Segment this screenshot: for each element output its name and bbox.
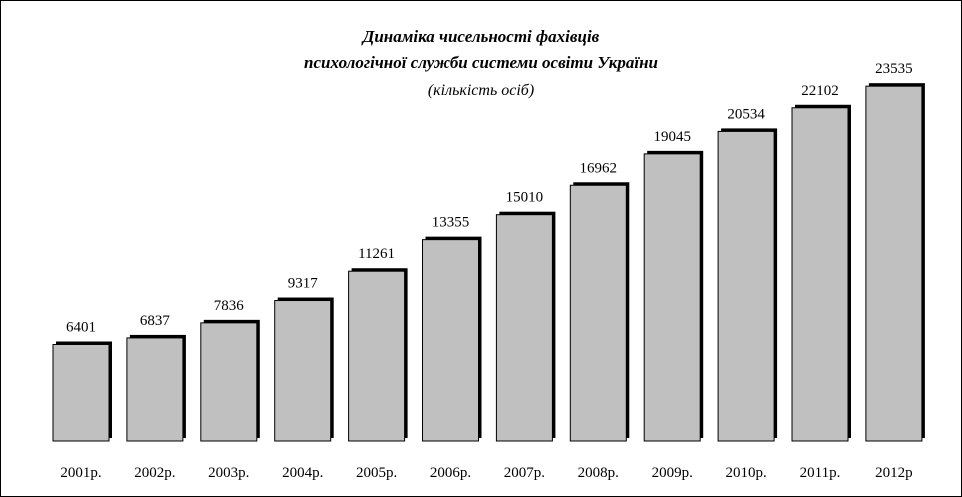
bar bbox=[126, 337, 184, 442]
data-label: 23535 bbox=[875, 61, 913, 77]
data-label: 19045 bbox=[653, 129, 691, 145]
bar bbox=[274, 300, 332, 442]
bar bbox=[865, 85, 923, 442]
x-tick-label: 2011р. bbox=[800, 465, 841, 481]
x-tick-label: 2002р. bbox=[134, 465, 175, 481]
data-label: 7836 bbox=[214, 298, 245, 314]
bar bbox=[791, 107, 849, 442]
bar bbox=[52, 343, 110, 442]
chart-subtitle: (кількість осіб) bbox=[428, 82, 534, 99]
data-label: 16962 bbox=[580, 160, 618, 176]
data-label: 6401 bbox=[66, 319, 96, 335]
bars-layer: 6401 2001р. 6837 2002р. 7836 2003р. 9317 2004р.… bbox=[52, 61, 925, 481]
bar bbox=[422, 239, 479, 442]
x-tick-label: 2003р. bbox=[208, 465, 249, 481]
x-tick-label: 2008р. bbox=[578, 465, 619, 481]
bar bbox=[643, 153, 701, 442]
bar bbox=[495, 214, 553, 442]
x-tick-label: 2004р. bbox=[282, 465, 323, 481]
bar bbox=[569, 184, 627, 442]
x-tick-label: 2009р. bbox=[652, 465, 693, 481]
chart-title-line2: психологічної служби системи освіти Укра… bbox=[304, 53, 658, 72]
x-tick-label: 2007р. bbox=[504, 465, 545, 481]
data-label: 15010 bbox=[506, 190, 544, 206]
data-label: 6837 bbox=[140, 313, 171, 329]
data-label: 9317 bbox=[288, 276, 319, 292]
bar bbox=[200, 322, 258, 442]
data-label: 22102 bbox=[801, 83, 839, 99]
x-tick-label: 2006р. bbox=[430, 465, 471, 481]
bar bbox=[348, 270, 406, 442]
bar bbox=[717, 130, 775, 442]
x-tick-label: 2012р bbox=[875, 465, 913, 481]
chart-title: Динаміка чисельності фахівців bbox=[361, 27, 600, 46]
x-tick-label: 2001р. bbox=[60, 465, 101, 481]
data-label: 11261 bbox=[358, 246, 395, 262]
data-label: 20534 bbox=[727, 106, 765, 122]
x-tick-label: 2010р. bbox=[725, 465, 766, 481]
data-label: 13355 bbox=[432, 215, 470, 231]
x-tick-label: 2005р. bbox=[356, 465, 397, 481]
